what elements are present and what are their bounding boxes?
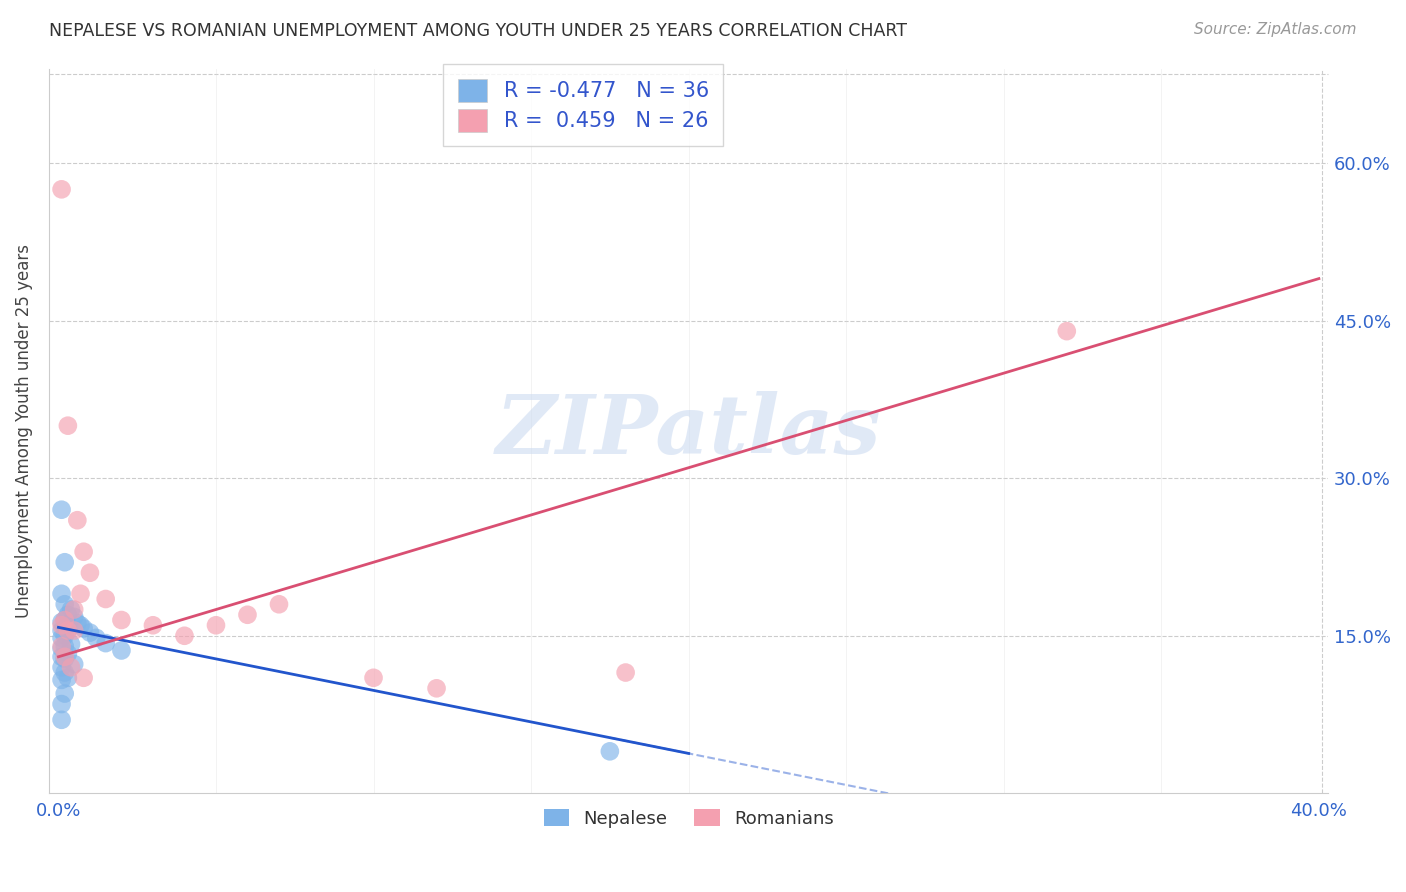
Point	[56, 607, 79, 622]
Point	[51, 618, 73, 632]
Point	[110, 643, 132, 657]
Point	[66, 616, 89, 631]
Point	[84, 631, 107, 645]
Point	[56, 618, 79, 632]
Point	[1056, 324, 1078, 338]
Point	[53, 629, 76, 643]
Point	[110, 613, 132, 627]
Point	[53, 649, 76, 664]
Point	[53, 555, 76, 569]
Point	[51, 615, 73, 629]
Point	[53, 652, 76, 666]
Point	[79, 566, 101, 580]
Point	[79, 625, 101, 640]
Point	[53, 613, 76, 627]
Point	[173, 629, 195, 643]
Point	[72, 671, 94, 685]
Point	[51, 649, 73, 664]
Point	[267, 597, 290, 611]
Point	[53, 613, 76, 627]
Point	[56, 418, 79, 433]
Point	[599, 744, 621, 758]
Point	[51, 697, 73, 711]
Point	[205, 618, 228, 632]
Text: Source: ZipAtlas.com: Source: ZipAtlas.com	[1194, 22, 1357, 37]
Point	[53, 687, 76, 701]
Point	[51, 624, 73, 638]
Point	[56, 624, 79, 638]
Point	[69, 618, 91, 632]
Point	[425, 681, 447, 696]
Point	[51, 673, 73, 687]
Point	[142, 618, 165, 632]
Point	[72, 545, 94, 559]
Point	[51, 640, 73, 654]
Point	[51, 502, 73, 516]
Point	[69, 587, 91, 601]
Point	[60, 637, 83, 651]
Point	[51, 587, 73, 601]
Text: ZIPatlas: ZIPatlas	[496, 391, 882, 471]
Point	[63, 610, 86, 624]
Point	[53, 640, 76, 654]
Point	[63, 602, 86, 616]
Point	[53, 665, 76, 680]
Point	[363, 671, 385, 685]
Point	[56, 624, 79, 638]
Point	[236, 607, 259, 622]
Point	[56, 671, 79, 685]
Point	[614, 665, 637, 680]
Point	[63, 657, 86, 672]
Point	[51, 182, 73, 196]
Legend: Nepalese, Romanians: Nepalese, Romanians	[536, 802, 841, 835]
Point	[51, 660, 73, 674]
Point	[53, 597, 76, 611]
Point	[56, 647, 79, 661]
Point	[51, 713, 73, 727]
Point	[51, 631, 73, 645]
Y-axis label: Unemployment Among Youth under 25 years: Unemployment Among Youth under 25 years	[15, 244, 32, 618]
Point	[51, 641, 73, 656]
Point	[72, 622, 94, 636]
Point	[60, 602, 83, 616]
Point	[63, 624, 86, 638]
Point	[60, 660, 83, 674]
Point	[66, 513, 89, 527]
Text: NEPALESE VS ROMANIAN UNEMPLOYMENT AMONG YOUTH UNDER 25 YEARS CORRELATION CHART: NEPALESE VS ROMANIAN UNEMPLOYMENT AMONG …	[49, 22, 907, 40]
Point	[94, 592, 117, 607]
Point	[94, 636, 117, 650]
